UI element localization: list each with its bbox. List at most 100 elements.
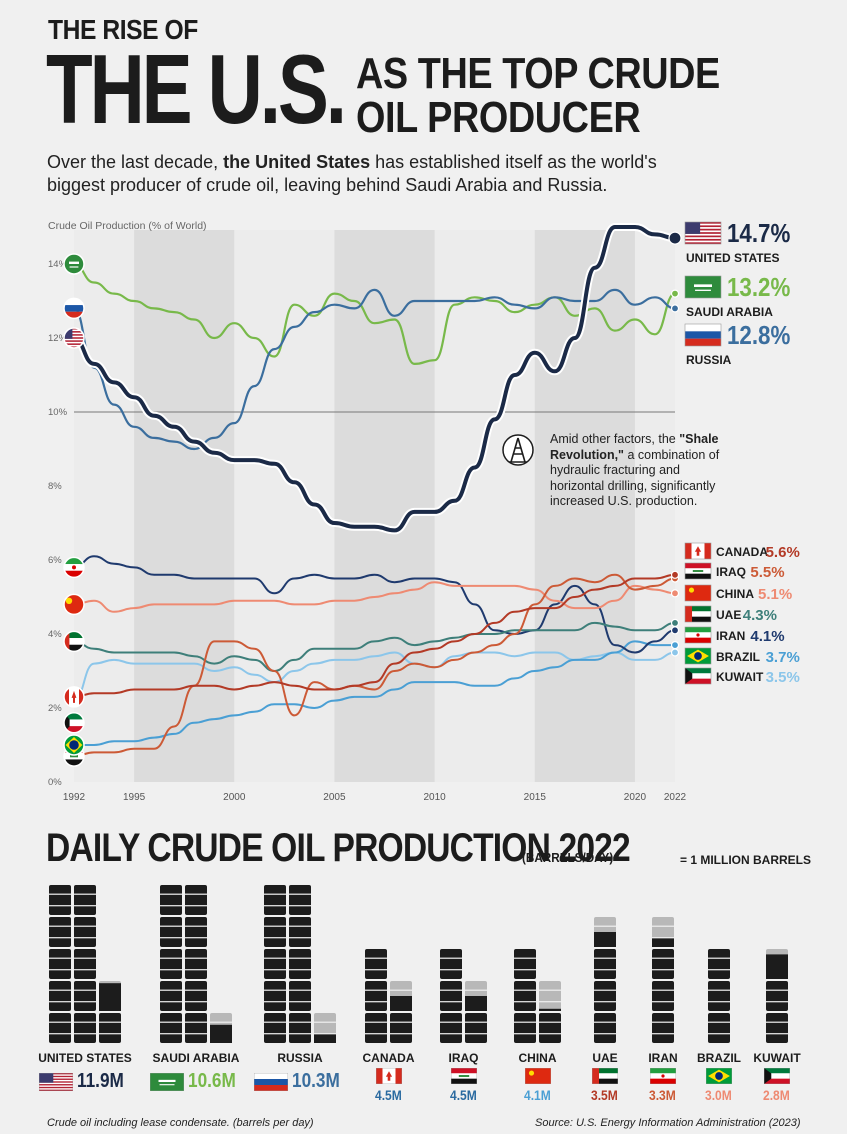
brazil-flag [63, 734, 85, 756]
barrel-icon [74, 1013, 96, 1043]
canada-flag [63, 686, 85, 708]
oil-derrick-icon [502, 434, 534, 466]
uae-flag [592, 1068, 618, 1084]
y-tick-label: 8% [48, 481, 62, 492]
barrel-icon [74, 917, 96, 947]
country-flag [375, 1068, 402, 1084]
china-flag [684, 584, 712, 602]
series-name-label: IRAQ [716, 565, 746, 579]
barrel-icon [440, 981, 462, 1011]
production-value: 4.5M [449, 1087, 477, 1103]
title-side: AS THE TOP CRUDE OIL PRODUCER [356, 52, 720, 140]
barrel-icon [289, 1013, 311, 1043]
barrel-icon [160, 949, 182, 979]
barrel-icon [365, 981, 387, 1011]
barrel-fill [465, 996, 487, 1011]
barrel-icon [514, 949, 536, 979]
y-tick-label: 2% [48, 703, 62, 714]
barrel-icon [49, 981, 71, 1011]
russia-flag [684, 323, 722, 347]
x-tick-label: 1995 [123, 792, 146, 803]
iraq-flag [684, 562, 712, 580]
x-tick-label: 2022 [664, 792, 687, 803]
production-title: DAILY CRUDE OIL PRODUCTION 2022 [46, 826, 631, 870]
canada-flag [684, 542, 712, 560]
brazil-flag [684, 647, 712, 665]
series-line [73, 573, 676, 758]
subtitle-pre: Over the last decade, [47, 152, 224, 172]
uae-flag [684, 605, 712, 623]
series-name-label: UAE [716, 608, 741, 622]
series-name-label: SAUDI ARABIA [686, 305, 773, 319]
country-label: CANADA [362, 1051, 415, 1065]
series-value-label: 13.2% [727, 273, 790, 302]
china-flag [63, 593, 85, 616]
iran-flag [63, 556, 85, 579]
production-value: 11.9M [77, 1070, 124, 1092]
production-value: 4.5M [374, 1087, 402, 1103]
country-flag [706, 1068, 732, 1084]
series-name-label: KUWAIT [716, 670, 764, 684]
production-value: 3.5M [591, 1087, 618, 1103]
y-tick-label: 12% [48, 333, 68, 344]
annotation-post: a combination of hydraulic fracturing an… [550, 447, 720, 509]
barrel-icon [766, 981, 788, 1011]
series-end-point [670, 289, 680, 298]
barrel-icon [289, 885, 311, 915]
y-tick-label: 10% [48, 407, 68, 418]
barrel-icon [74, 949, 96, 979]
y-tick-label: 4% [48, 629, 62, 640]
series-name-label: UNITED STATES [686, 251, 780, 265]
saudi-flag [63, 253, 85, 275]
series-name-label: IRAN [716, 629, 745, 643]
country-label: UNITED STATES [38, 1051, 132, 1065]
production-value: 10.6M [188, 1070, 236, 1092]
series-end-point [670, 641, 680, 650]
barrel-fill [390, 996, 412, 1011]
series-end-point [670, 304, 680, 313]
country-flag [592, 1068, 618, 1084]
iraq-flag [450, 1068, 477, 1084]
y-axis-label: Crude Oil Production (% of World) [48, 220, 207, 232]
x-tick-label: 1992 [63, 792, 86, 803]
barrel-icon [185, 885, 207, 915]
us-flag [63, 327, 85, 349]
us-flag [684, 221, 722, 245]
barrel-icon [185, 949, 207, 979]
share-line-chart: Crude Oil Production (% of World) 0% 2% 4% 6… [48, 219, 800, 803]
barrel-icon [99, 1013, 121, 1043]
subtitle: Over the last decade, the United States … [47, 151, 687, 197]
barrel-icon [185, 981, 207, 1011]
barrel-icon [708, 949, 730, 979]
uae-flag [63, 630, 85, 653]
barrel-icon [514, 1013, 536, 1043]
barrel-icon [365, 1013, 387, 1043]
production-value: 2.8M [763, 1087, 790, 1103]
production-value: 3.3M [649, 1087, 676, 1103]
shale-annotation: Amid other factors, the "Shale Revolutio… [550, 432, 730, 510]
series-value-label: 5.5% [750, 564, 784, 581]
series-value-label: 4.3% [743, 607, 777, 624]
x-tick-label: 2010 [423, 792, 446, 803]
y-tick-label: 14% [48, 259, 68, 270]
barrel-icon [652, 1013, 674, 1043]
series-end-point [670, 570, 680, 579]
barrel-legend-label: = 1 MILLION BARRELS [680, 853, 812, 867]
canada-flag [375, 1068, 402, 1084]
series-end-point [670, 589, 680, 598]
country-label: UAE [592, 1051, 618, 1065]
barrel-icon [49, 917, 71, 947]
annotation-bold: "Shale Revolution," [550, 432, 719, 462]
barrel-icon [74, 981, 96, 1011]
country-flag [39, 1073, 73, 1091]
barrel-icon [264, 1013, 286, 1043]
series-value-label: 3.5% [766, 669, 800, 686]
us-flag [39, 1073, 73, 1091]
series-line [73, 581, 676, 613]
series-line [74, 640, 675, 746]
series-line [73, 262, 676, 365]
barrel-icon-partial [539, 981, 561, 1011]
subtitle-bold: the United States [223, 152, 371, 172]
iran-flag [650, 1068, 676, 1084]
series-name-label: RUSSIA [686, 353, 732, 367]
